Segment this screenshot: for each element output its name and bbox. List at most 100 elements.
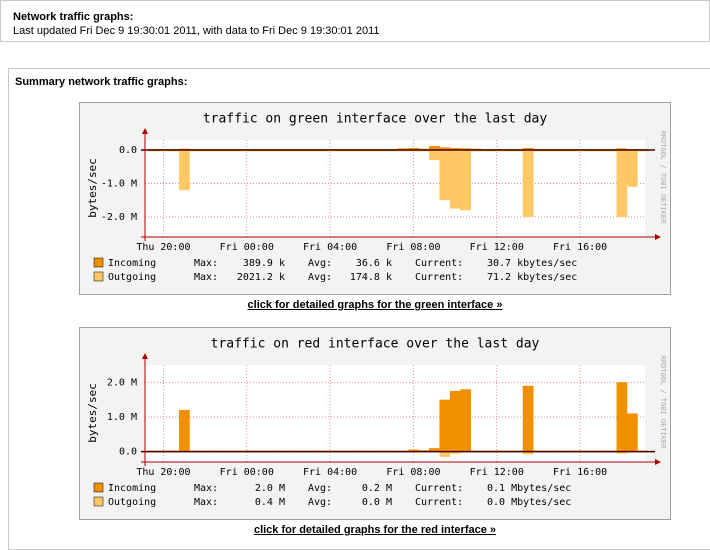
area-segment xyxy=(522,385,534,452)
area-segment xyxy=(616,451,628,454)
stat-label: Max: xyxy=(194,497,218,508)
watermark: RRDTOOL / TOBI OETIKER xyxy=(659,131,667,225)
area-segment xyxy=(449,390,461,452)
chart: traffic on red interface over the last d… xyxy=(79,327,671,520)
area-segment xyxy=(626,413,638,452)
section-title: Summary network traffic graphs: xyxy=(15,76,188,88)
area-segment xyxy=(408,449,419,452)
area-segment xyxy=(460,150,472,211)
x-tick-label: Fri 16:00 xyxy=(553,467,607,478)
area-segment xyxy=(449,148,461,151)
detail-link[interactable]: click for detailed graphs for the red in… xyxy=(253,524,497,536)
area-segment xyxy=(429,146,440,151)
axis-arrow xyxy=(655,234,661,240)
legend-label: Outgoing xyxy=(108,497,156,508)
x-tick-label: Fri 08:00 xyxy=(386,467,440,478)
area-segment xyxy=(408,148,419,151)
area-segment xyxy=(626,150,638,187)
y-tick-label: 1.0 M xyxy=(107,412,137,423)
stat-value: 2021.2 k xyxy=(237,272,285,283)
area-segment xyxy=(616,382,628,452)
stat-value: 0.2 M xyxy=(362,483,392,494)
area-segment xyxy=(522,451,534,455)
y-tick-label: 0.0 xyxy=(119,447,137,458)
area-segment xyxy=(439,451,451,457)
area-segment xyxy=(616,148,628,151)
stat-value: 71.2 kbytes/sec xyxy=(487,272,577,283)
area-segment xyxy=(179,150,190,191)
x-tick-label: Fri 00:00 xyxy=(220,242,274,253)
stat-label: Avg: xyxy=(308,483,332,494)
area-segment xyxy=(439,399,451,452)
stat-label: Avg: xyxy=(308,258,332,269)
y-axis-label: bytes/sec xyxy=(86,383,99,443)
stat-label: Current: xyxy=(415,258,463,269)
stat-value: 0.0 M xyxy=(362,497,392,508)
x-tick-label: Thu 20:00 xyxy=(136,242,190,253)
stat-value: 36.6 k xyxy=(356,258,392,269)
x-tick-label: Fri 08:00 xyxy=(386,242,440,253)
y-tick-label: -1.0 M xyxy=(101,178,137,189)
area-segment xyxy=(449,451,461,454)
stat-value: 0.1 Mbytes/sec xyxy=(487,483,571,494)
header-title: Network traffic graphs: xyxy=(13,11,134,23)
detail-link[interactable]: click for detailed graphs for the green … xyxy=(247,299,503,311)
y-tick-label: 2.0 M xyxy=(107,377,137,388)
legend-label: Incoming xyxy=(108,483,156,494)
header-updated: Last updated Fri Dec 9 19:30:01 2011, wi… xyxy=(13,25,380,37)
chart-title: traffic on green interface over the last… xyxy=(203,112,548,127)
x-tick-label: Fri 04:00 xyxy=(303,242,357,253)
header-box: Network traffic graphs: Last updated Fri… xyxy=(0,0,710,42)
stat-label: Max: xyxy=(194,258,218,269)
legend-swatch xyxy=(93,496,104,507)
stat-label: Current: xyxy=(415,272,463,283)
stat-label: Max: xyxy=(194,483,218,494)
stat-value: 2.0 M xyxy=(255,483,285,494)
stat-value: 0.4 M xyxy=(255,497,285,508)
axis-arrow xyxy=(142,128,148,134)
area-segment xyxy=(449,150,461,209)
legend-swatch xyxy=(93,257,104,268)
legend-label: Outgoing xyxy=(108,272,156,283)
watermark: RRDTOOL / TOBI OETIKER xyxy=(659,356,667,450)
stat-value: 389.9 k xyxy=(243,258,285,269)
stat-value: 174.8 k xyxy=(350,272,392,283)
plot-area xyxy=(145,365,645,462)
x-tick-label: Fri 16:00 xyxy=(553,242,607,253)
x-tick-label: Fri 00:00 xyxy=(220,467,274,478)
y-tick-label: -2.0 M xyxy=(101,212,137,223)
stat-value: 0.0 Mbytes/sec xyxy=(487,497,571,508)
area-segment xyxy=(522,148,534,151)
chart: traffic on green interface over the last… xyxy=(79,102,671,295)
stat-label: Max: xyxy=(194,272,218,283)
area-segment xyxy=(397,148,409,151)
stat-label: Avg: xyxy=(308,272,332,283)
area-segment xyxy=(616,150,628,217)
plot-area xyxy=(145,140,645,237)
legend-label: Incoming xyxy=(108,258,156,269)
stat-value: 30.7 kbytes/sec xyxy=(487,258,577,269)
x-tick-label: Fri 04:00 xyxy=(303,467,357,478)
stat-label: Current: xyxy=(415,497,463,508)
area-segment xyxy=(439,147,451,151)
area-segment xyxy=(460,148,472,151)
x-tick-label: Thu 20:00 xyxy=(136,467,190,478)
area-segment xyxy=(460,389,472,452)
y-axis-label: bytes/sec xyxy=(86,158,99,218)
axis-arrow xyxy=(142,353,148,359)
axis-arrow xyxy=(655,459,661,465)
area-segment xyxy=(439,150,451,201)
legend-swatch xyxy=(93,271,104,282)
x-tick-label: Fri 12:00 xyxy=(470,242,524,253)
chart-title: traffic on red interface over the last d… xyxy=(211,337,540,352)
y-tick-label: 0.0 xyxy=(119,145,137,156)
area-segment xyxy=(179,410,190,452)
area-segment xyxy=(429,150,440,161)
legend-swatch xyxy=(93,482,104,493)
area-segment xyxy=(429,448,440,452)
x-tick-label: Fri 12:00 xyxy=(470,467,524,478)
stat-label: Current: xyxy=(415,483,463,494)
stat-label: Avg: xyxy=(308,497,332,508)
area-segment xyxy=(522,150,534,217)
